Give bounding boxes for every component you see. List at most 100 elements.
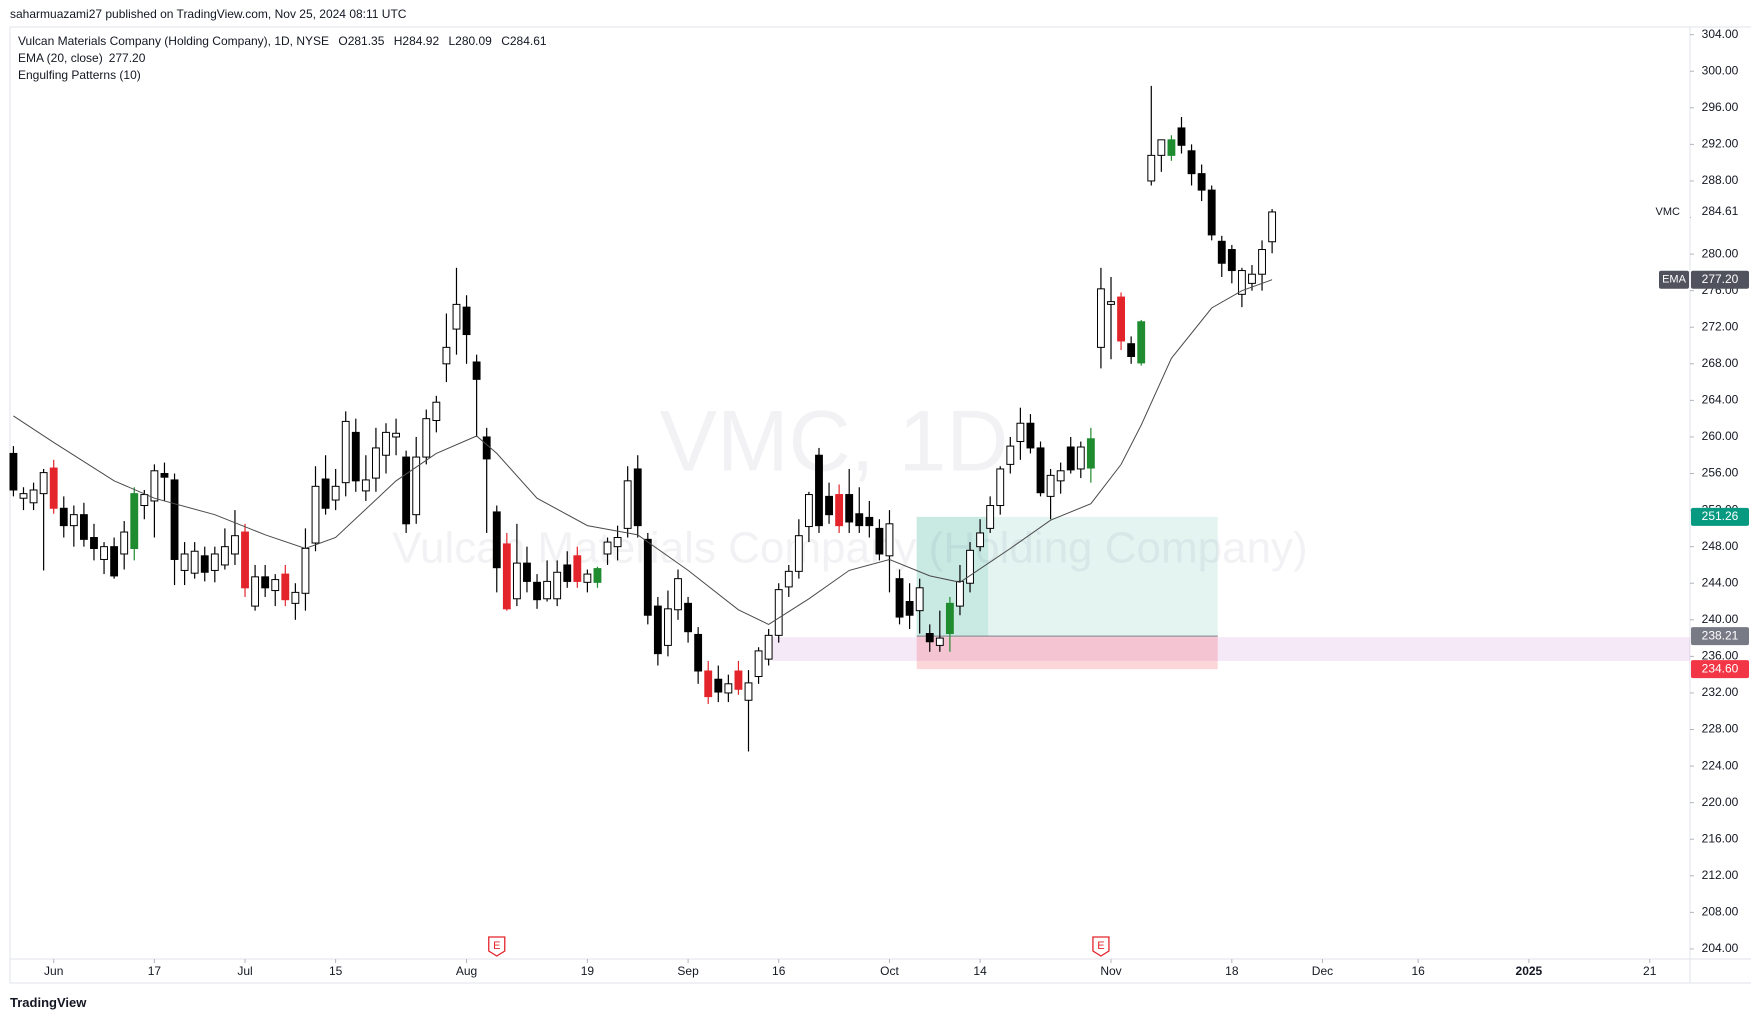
ema-badge-label: 277.20 (1702, 272, 1739, 286)
y-tick-label: 220.00 (1702, 795, 1739, 809)
candle-body (714, 678, 723, 693)
candle-body (996, 468, 1005, 507)
y-tick-label: 296.00 (1702, 100, 1739, 114)
x-tick-label: Oct (880, 964, 899, 978)
x-tick-label: Sep (677, 964, 699, 978)
candle-body (49, 467, 58, 509)
candle-body (794, 535, 803, 572)
ohlc-key: H (393, 34, 403, 48)
candle-body (9, 452, 18, 491)
y-tick-label: 208.00 (1702, 905, 1739, 919)
candle-body (321, 478, 330, 509)
earnings-label: E (493, 940, 500, 952)
candle-body (472, 361, 481, 380)
candle-body (704, 670, 713, 698)
candle-body (986, 505, 995, 529)
candle-body (684, 602, 693, 633)
stop-badge-label: 234.60 (1702, 661, 1739, 675)
earnings-label: E (1097, 940, 1104, 952)
candle-body (311, 485, 320, 544)
x-tick-label: 17 (148, 964, 162, 978)
candle-body (905, 601, 914, 616)
candle-body (29, 489, 38, 504)
candle-body (845, 494, 854, 523)
candle-body (241, 531, 249, 589)
x-tick-label: 14 (973, 964, 987, 978)
candle-body (301, 547, 310, 594)
candle-body (925, 633, 934, 643)
ema-name-badge (1659, 270, 1689, 289)
candle-body (724, 683, 733, 694)
symbol-title: Vulcan Materials Company (Holding Compan… (18, 34, 330, 48)
candle-body (1187, 150, 1196, 175)
x-tick-label: 18 (1225, 964, 1239, 978)
x-tick-label: 16 (1411, 964, 1425, 978)
candle-body (110, 546, 119, 577)
earnings-marker (488, 936, 506, 957)
ohlc-value: 284.92 (402, 34, 440, 48)
ema-badge (1691, 270, 1749, 289)
zone (771, 637, 1690, 661)
y-tick-label: 260.00 (1702, 429, 1739, 443)
x-tick-label: 2025 (1516, 964, 1543, 978)
candle-body (784, 570, 793, 588)
candle-body (1227, 249, 1236, 272)
candle-body (875, 527, 884, 555)
y-tick-label: 204.00 (1702, 941, 1739, 955)
legend-engulfing: Engulfing Patterns (10) (18, 68, 141, 82)
ema-name-badge-label: EMA (1662, 274, 1687, 286)
candle-body (744, 682, 753, 701)
candle-body (271, 579, 280, 592)
candle-body (976, 532, 985, 548)
ohlc-key: O (338, 34, 348, 48)
candle-body (1207, 189, 1216, 236)
candle-body (603, 541, 612, 555)
publish-info: saharmuazami27 published on TradingView.… (10, 7, 407, 21)
ohlc-value: 281.35 (347, 34, 385, 48)
candle-body (462, 306, 471, 336)
candle-body (764, 634, 773, 660)
candle-body (855, 513, 864, 527)
y-tick-label: 212.00 (1702, 868, 1739, 882)
candle-body (593, 568, 602, 583)
candle-body (653, 605, 662, 655)
candle-body (1127, 343, 1136, 358)
candle-body (100, 546, 108, 560)
candle-body (966, 549, 974, 584)
candle-body (39, 472, 48, 495)
candle-body (422, 418, 431, 458)
candle-body (694, 633, 703, 672)
y-tick-label: 300.00 (1702, 63, 1739, 77)
earnings-marker (1092, 936, 1110, 957)
x-tick-label: Jun (44, 964, 63, 978)
candle-body (180, 553, 189, 571)
candle-body (261, 576, 270, 589)
y-tick-label: 304.00 (1702, 27, 1739, 41)
last-price-label: 284.61 (1702, 204, 1739, 218)
candle-body (442, 346, 451, 365)
y-tick-label: 272.00 (1702, 319, 1739, 333)
candle-body (1237, 270, 1246, 295)
candle-body (643, 538, 652, 616)
candle-body (754, 650, 763, 677)
candle-body (372, 447, 380, 479)
candle-body (432, 401, 441, 421)
candle-body (502, 543, 511, 610)
entry-badge-label: 238.21 (1702, 628, 1739, 642)
candle-body (210, 553, 219, 571)
ema-name: EMA (20, close) (18, 51, 103, 65)
candle-body (220, 546, 229, 566)
y-tick-label: 236.00 (1702, 649, 1739, 663)
candle-body (160, 473, 169, 478)
y-tick-label: 228.00 (1702, 722, 1739, 736)
loss-zone (916, 636, 1218, 670)
candle-body (674, 578, 682, 611)
y-tick-label: 256.00 (1702, 466, 1739, 480)
candle-body (412, 456, 421, 516)
candle-body (482, 436, 491, 460)
ohlc-value: 280.09 (455, 34, 492, 48)
symbol-label: VMC (1656, 206, 1681, 218)
candle-body (1117, 296, 1125, 342)
candle-body (120, 531, 129, 555)
target-badge-label: 251.26 (1702, 509, 1739, 523)
